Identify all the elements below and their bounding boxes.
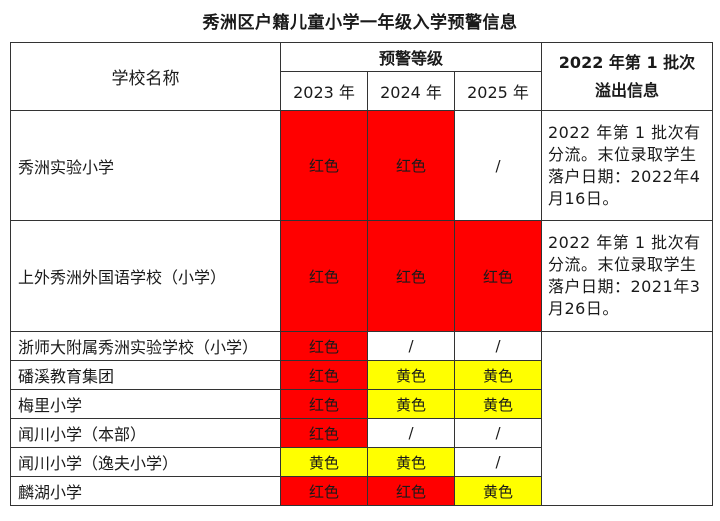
table-row: 磻溪教育集团 红色 黄色 黄色 — [10, 360, 713, 390]
level-cell: 黄色 — [454, 360, 542, 390]
header-spillover-line2: 溢出信息 — [594, 80, 659, 100]
header-row-1: 学校名称 预警等级 2022 年第 1 批次 溢出信息 — [10, 42, 713, 111]
header-warning-level: 预警等级 — [280, 42, 542, 72]
level-cell: 红色 — [367, 110, 455, 221]
table-row: 闻川小学（逸夫小学） 黄色 黄色 / — [10, 447, 713, 477]
table-row: 秀洲实验小学 红色 红色 / 2022 年第 1 批次有分流。末位录取学生落户日… — [10, 110, 713, 221]
header-year-2024: 2024 年 — [367, 71, 455, 111]
school-name-cell: 秀洲实验小学 — [10, 110, 281, 221]
level-cell: 黄色 — [367, 447, 455, 477]
level-cell: / — [454, 418, 542, 448]
header-spillover: 2022 年第 1 批次 溢出信息 — [541, 42, 713, 111]
school-name-cell: 浙师大附属秀洲实验学校（小学） — [10, 331, 281, 361]
level-cell: 红色 — [280, 476, 368, 506]
spillover-note: 2022 年第 1 批次有分流。末位录取学生落户日期：2022年4月16日。 — [541, 110, 713, 221]
table-row: 浙师大附属秀洲实验学校（小学） 红色 / / — [10, 331, 713, 506]
header-row-2: 2023 年 2024 年 2025 年 — [11, 71, 713, 111]
level-cell: / — [454, 447, 542, 477]
level-cell: 红色 — [280, 418, 368, 448]
level-cell: 黄色 — [454, 476, 542, 506]
level-cell: 红色 — [454, 220, 542, 332]
level-cell: 红色 — [280, 110, 368, 221]
level-cell: 黄色 — [367, 360, 455, 390]
level-cell: 红色 — [367, 476, 455, 506]
level-cell: / — [367, 418, 455, 448]
level-cell: 红色 — [280, 360, 368, 390]
school-name-cell: 闻川小学（逸夫小学） — [10, 447, 281, 477]
warning-table: 学校名称 预警等级 2022 年第 1 批次 溢出信息 2023 年 2024 … — [10, 42, 713, 506]
level-cell: 红色 — [280, 331, 368, 361]
page-title: 秀洲区户籍儿童小学一年级入学预警信息 — [202, 13, 518, 33]
school-name-cell: 磻溪教育集团 — [10, 360, 281, 390]
header-school-name: 学校名称 — [10, 42, 281, 111]
header-spillover-line1: 2022 年第 1 批次 — [558, 52, 696, 72]
level-cell: 黄色 — [454, 389, 542, 419]
level-cell: 红色 — [280, 389, 368, 419]
level-cell: / — [367, 331, 455, 361]
header-year-2025: 2025 年 — [454, 71, 542, 111]
level-cell: 红色 — [280, 220, 368, 332]
school-name-cell: 麟湖小学 — [10, 476, 281, 506]
table-row: 上外秀洲外国语学校（小学） 红色 红色 红色 2022 年第 1 批次有分流。末… — [10, 220, 713, 332]
level-cell: / — [454, 110, 542, 221]
empty-note-cell — [541, 331, 713, 506]
level-cell: 黄色 — [280, 447, 368, 477]
table-row: 麟湖小学 红色 红色 黄色 — [10, 476, 713, 506]
school-name-cell: 闻川小学（本部） — [10, 418, 281, 448]
level-cell: 红色 — [367, 220, 455, 332]
level-cell: / — [454, 331, 542, 361]
header-year-2023: 2023 年 — [280, 71, 368, 111]
school-name-cell: 上外秀洲外国语学校（小学） — [10, 220, 281, 332]
level-cell: 黄色 — [367, 389, 455, 419]
table-row: 梅里小学 红色 黄色 黄色 — [10, 389, 713, 419]
table-row: 闻川小学（本部） 红色 / / — [10, 418, 713, 448]
spillover-note: 2022 年第 1 批次有分流。末位录取学生落户日期：2021年3月26日。 — [541, 220, 713, 332]
school-name-cell: 梅里小学 — [10, 389, 281, 419]
